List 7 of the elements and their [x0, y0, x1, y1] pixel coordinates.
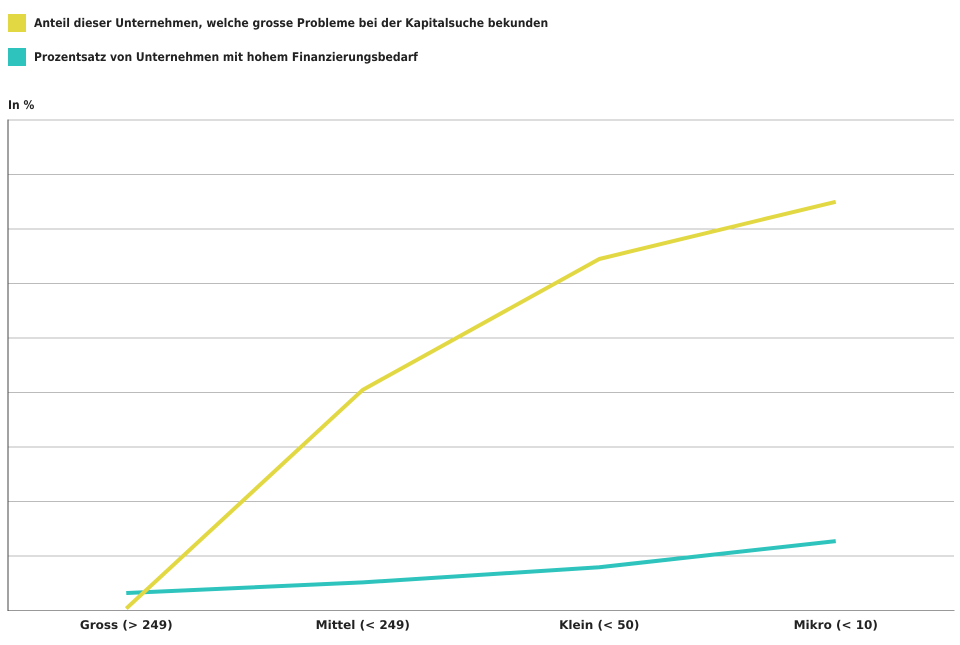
legend-label: Anteil dieser Unternehmen, welche grosse Probleme bei der Kapitalsuche bekunden: [34, 16, 548, 30]
x-tick-label: Klein (< 50): [559, 618, 640, 632]
x-tick-label: Gross (> 249): [80, 618, 173, 632]
text: In %: [8, 98, 34, 112]
legend-label: Prozentsatz von Unternehmen mit hohem Finanzierungsbedarf: [34, 50, 418, 64]
x-tick-label: Mikro (< 10): [794, 618, 878, 632]
x-tick-label: Mittel (< 249): [316, 618, 410, 632]
